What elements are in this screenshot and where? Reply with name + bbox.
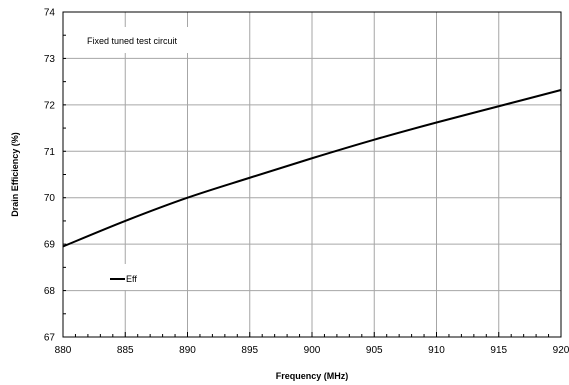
series-layer [62, 89, 562, 248]
y-tick-labels: 67 68 69 70 71 72 73 74 [44, 8, 56, 344]
x-tick-labels: 880 885 890 895 900 905 910 915 920 [55, 345, 569, 356]
x-axis-title: Frequency (MHz) [276, 371, 349, 381]
y-tick-label: 72 [44, 100, 56, 111]
x-tick-label: 900 [304, 345, 321, 356]
plot-border [62, 11, 562, 338]
x-tick-label: 880 [55, 345, 72, 356]
y-tick-label: 74 [44, 8, 56, 19]
y-tick-label: 68 [44, 286, 56, 297]
x-tick-label: 885 [117, 345, 134, 356]
x-tick-label: 920 [553, 345, 569, 356]
x-tick-label: 890 [179, 345, 196, 356]
y-tick-label: 73 [44, 54, 56, 65]
series-line-eff [62, 89, 562, 248]
y-tick-label: 70 [44, 193, 56, 204]
x-tick-label: 915 [490, 345, 507, 356]
y-tick-label: 67 [44, 333, 56, 344]
legend-background [103, 264, 173, 290]
y-tick-label: 71 [44, 147, 56, 158]
y-axis-title: Drain Efficiency (%) [10, 132, 20, 217]
x-tick-label: 905 [366, 345, 383, 356]
x-tick-label: 895 [241, 345, 258, 356]
legend-label-eff: Eff [126, 274, 137, 284]
annotation-text: Fixed tuned test circuit [87, 36, 178, 46]
x-tick-label: 910 [428, 345, 445, 356]
y-tick-label: 69 [44, 240, 56, 251]
annotation-background [68, 27, 218, 53]
